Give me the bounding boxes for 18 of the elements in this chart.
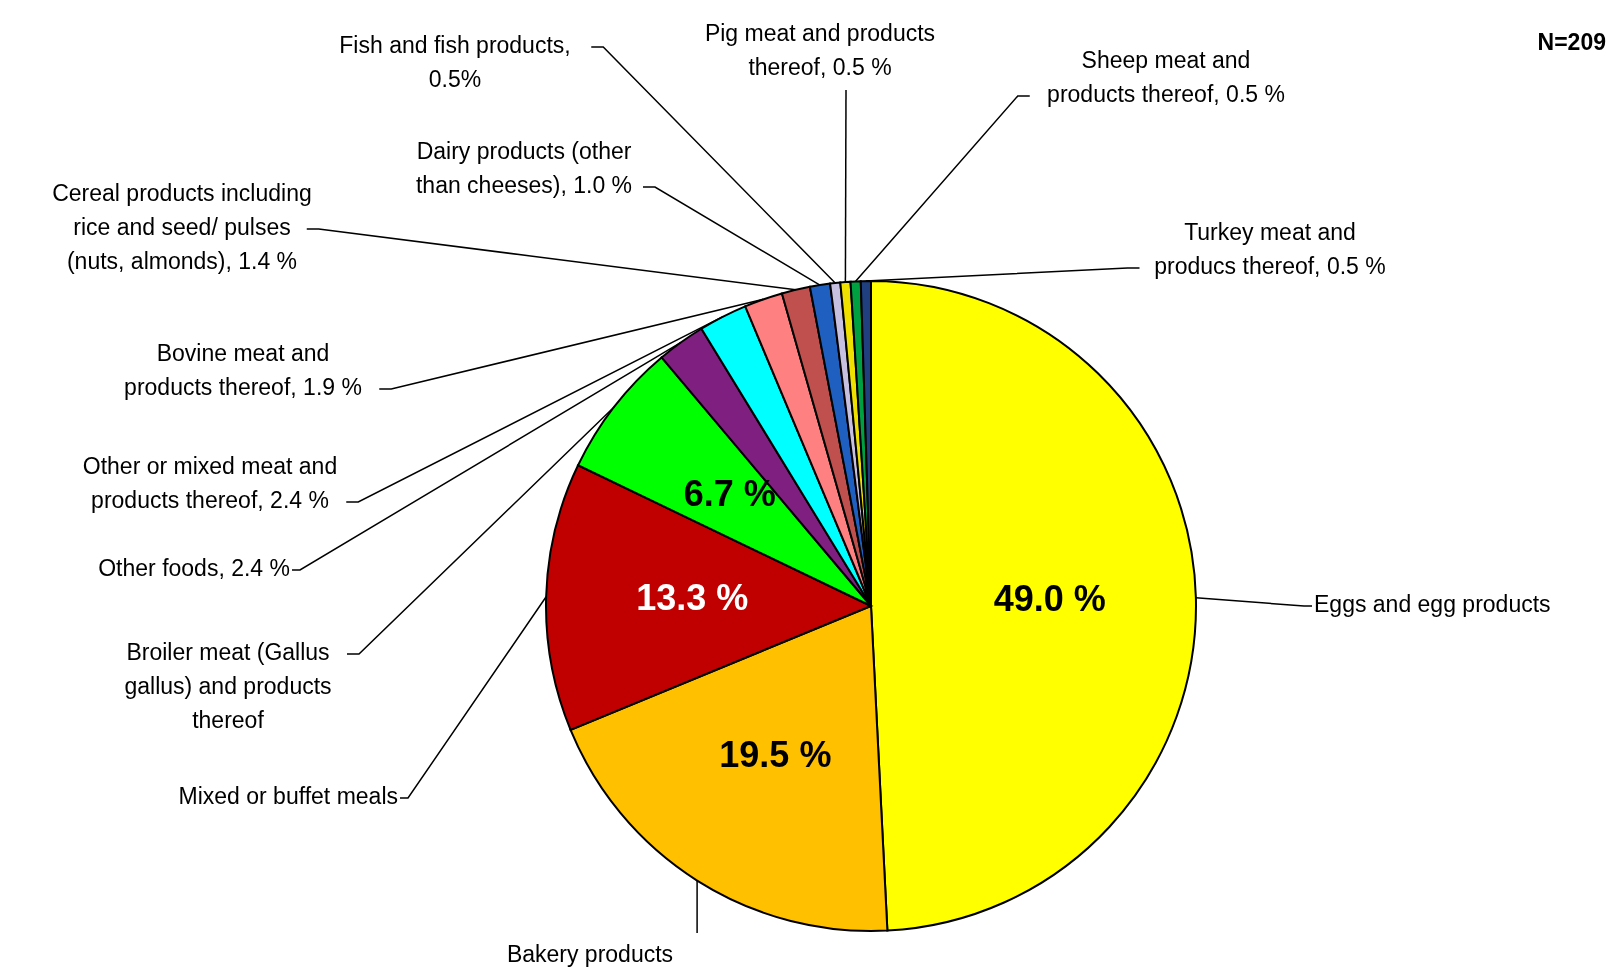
slice-label: Dairy products (other than cheeses), 1.0 % — [415, 138, 633, 199]
data-label: 13.3 % — [636, 577, 749, 619]
slice-label: Pig meat and products thereof, 0.5 % — [704, 20, 936, 81]
slice-label: Mixed or buffet meals — [178, 783, 398, 810]
slice-label: Turkey meat and producs thereof, 0.5 % — [1154, 219, 1386, 280]
slice-label: Cereal products including rice and seed/ pulses (nuts, almonds), 1.4 % — [52, 180, 312, 275]
slice-label: Other or mixed meat and products thereof, 2.4 % — [82, 453, 338, 514]
slice-label: Sheep meat and products thereof, 0.5 % — [1047, 47, 1285, 108]
slice-label: Bakery products — [506, 941, 674, 968]
slice-label: Bovine meat and products thereof, 1.9 % — [124, 340, 362, 401]
slice-label: Other foods, 2.4 % — [98, 555, 290, 582]
slice-label: Broiler meat (Gallus gallus) and products thereof — [124, 639, 332, 734]
data-label: 49.0 % — [993, 578, 1106, 620]
slice-label: Fish and fish products, 0.5% — [339, 32, 571, 93]
data-label: 6.7 % — [683, 473, 776, 515]
data-label: 19.5 % — [719, 733, 832, 775]
text: N=209 — [1537, 29, 1606, 55]
slice-label: Eggs and egg products — [1314, 591, 1551, 618]
